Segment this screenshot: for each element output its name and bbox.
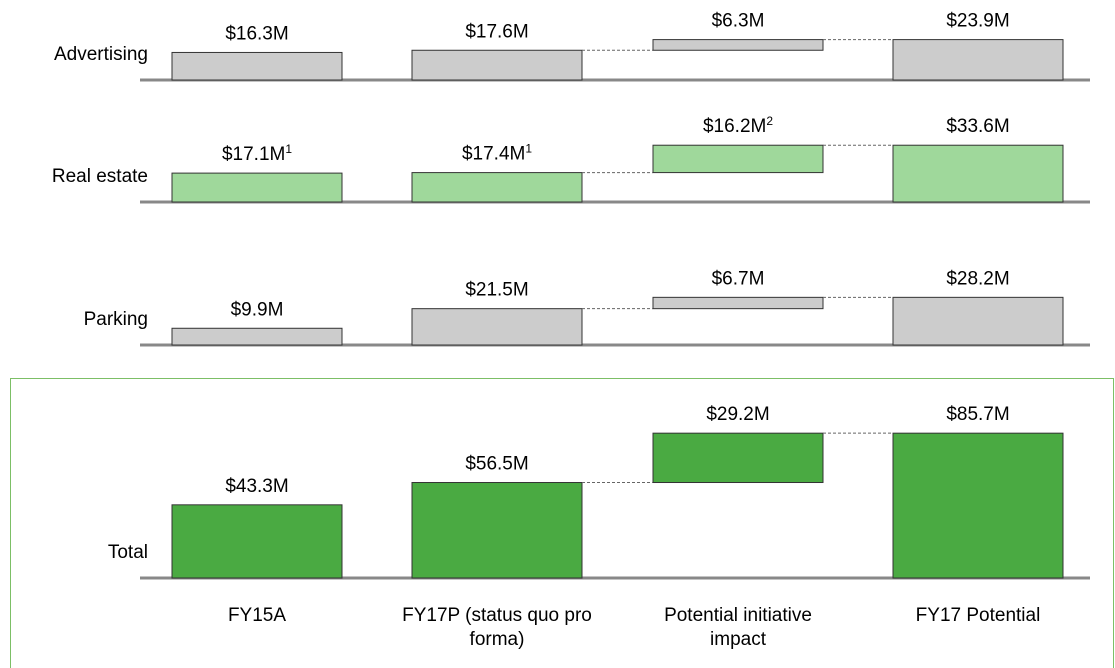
value-label-text: $17.6M — [465, 21, 528, 42]
bar — [652, 144, 824, 174]
x-tick-label: FY17P (status quo pro forma) — [402, 605, 592, 650]
footnote-mark: 1 — [285, 142, 292, 156]
value-label: $6.3M — [712, 11, 765, 32]
value-label: $56.5M — [465, 454, 528, 475]
value-label-text: $29.2M — [706, 404, 769, 425]
bar — [652, 39, 824, 51]
x-tick-label: FY17 Potential — [915, 605, 1041, 626]
value-label: $29.2M — [706, 404, 769, 425]
footnote-mark: 2 — [766, 114, 773, 128]
value-label-text: $17.4M — [462, 144, 525, 165]
bar — [171, 51, 343, 81]
bar — [892, 144, 1064, 203]
bar — [411, 308, 583, 346]
value-label-text: $33.6M — [946, 116, 1009, 137]
footnote-mark: 1 — [525, 142, 532, 156]
value-label: $16.3M — [225, 23, 288, 44]
bar — [411, 172, 583, 203]
total-box — [10, 378, 1114, 668]
value-label: $85.7M — [946, 404, 1009, 425]
x-tick-label: FY15A — [227, 605, 287, 626]
row-label: Real estate — [52, 166, 148, 187]
bar — [411, 482, 583, 579]
value-label-text: $23.9M — [946, 11, 1009, 32]
value-label: $6.7M — [712, 268, 765, 289]
value-label-text: $6.7M — [712, 268, 765, 289]
bar — [171, 504, 343, 579]
value-label-text: $56.5M — [465, 454, 528, 475]
value-label-text: $16.2M — [703, 116, 766, 137]
x-tick-label: Potential initiative impact — [664, 605, 812, 650]
row-label: Parking — [84, 309, 148, 330]
value-label: $21.5M — [465, 280, 528, 301]
bar — [411, 49, 583, 81]
row-label: Advertising — [54, 44, 148, 65]
value-label: $17.4M1 — [462, 142, 532, 165]
bar — [652, 296, 824, 310]
value-label: $28.2M — [946, 268, 1009, 289]
value-label-text: $17.1M — [222, 144, 285, 165]
row-label: Total — [108, 542, 148, 563]
value-label: $43.3M — [225, 476, 288, 497]
bar — [892, 432, 1064, 579]
bar — [892, 296, 1064, 346]
value-label-text: $16.3M — [225, 23, 288, 44]
value-label-text: $43.3M — [225, 476, 288, 497]
bar — [171, 172, 343, 203]
value-label: $16.2M2 — [703, 114, 773, 137]
value-label-text: $6.3M — [712, 11, 765, 32]
value-label: $17.1M1 — [222, 142, 292, 165]
bar — [892, 39, 1064, 81]
value-label-text: $9.9M — [231, 299, 284, 320]
value-label-text: $21.5M — [465, 280, 528, 301]
value-label: $23.9M — [946, 11, 1009, 32]
value-label-text: $28.2M — [946, 268, 1009, 289]
value-label-text: $85.7M — [946, 404, 1009, 425]
bar — [171, 327, 343, 346]
value-label: $9.9M — [231, 299, 284, 320]
value-label: $17.6M — [465, 21, 528, 42]
bar — [652, 432, 824, 484]
value-label: $33.6M — [946, 116, 1009, 137]
